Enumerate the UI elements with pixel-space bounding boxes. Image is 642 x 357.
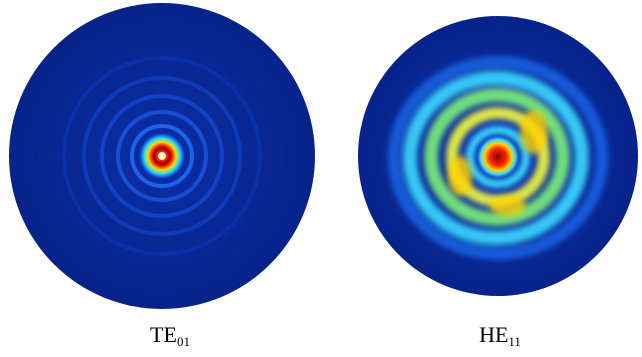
he11-ring-pattern xyxy=(388,56,608,260)
te01-center-null xyxy=(158,152,166,160)
he11-mode-panel xyxy=(358,0,642,312)
he11-mode-label: HE11 xyxy=(430,320,570,357)
te01-mode-name: TE xyxy=(150,322,177,347)
te01-mode-index: 01 xyxy=(176,334,190,349)
te01-mode-label: TE01 xyxy=(100,320,240,357)
te01-mode-panel xyxy=(4,0,320,312)
he11-mode-name: HE xyxy=(479,322,509,347)
he11-mode-index: 11 xyxy=(508,334,521,349)
he11-warm-lobes xyxy=(448,110,548,216)
te01-field-intensity-plot xyxy=(9,3,315,309)
te01-side-lobe-rings xyxy=(62,56,262,256)
he11-field-intensity-plot xyxy=(358,16,638,296)
he11-central-peak xyxy=(476,135,520,179)
